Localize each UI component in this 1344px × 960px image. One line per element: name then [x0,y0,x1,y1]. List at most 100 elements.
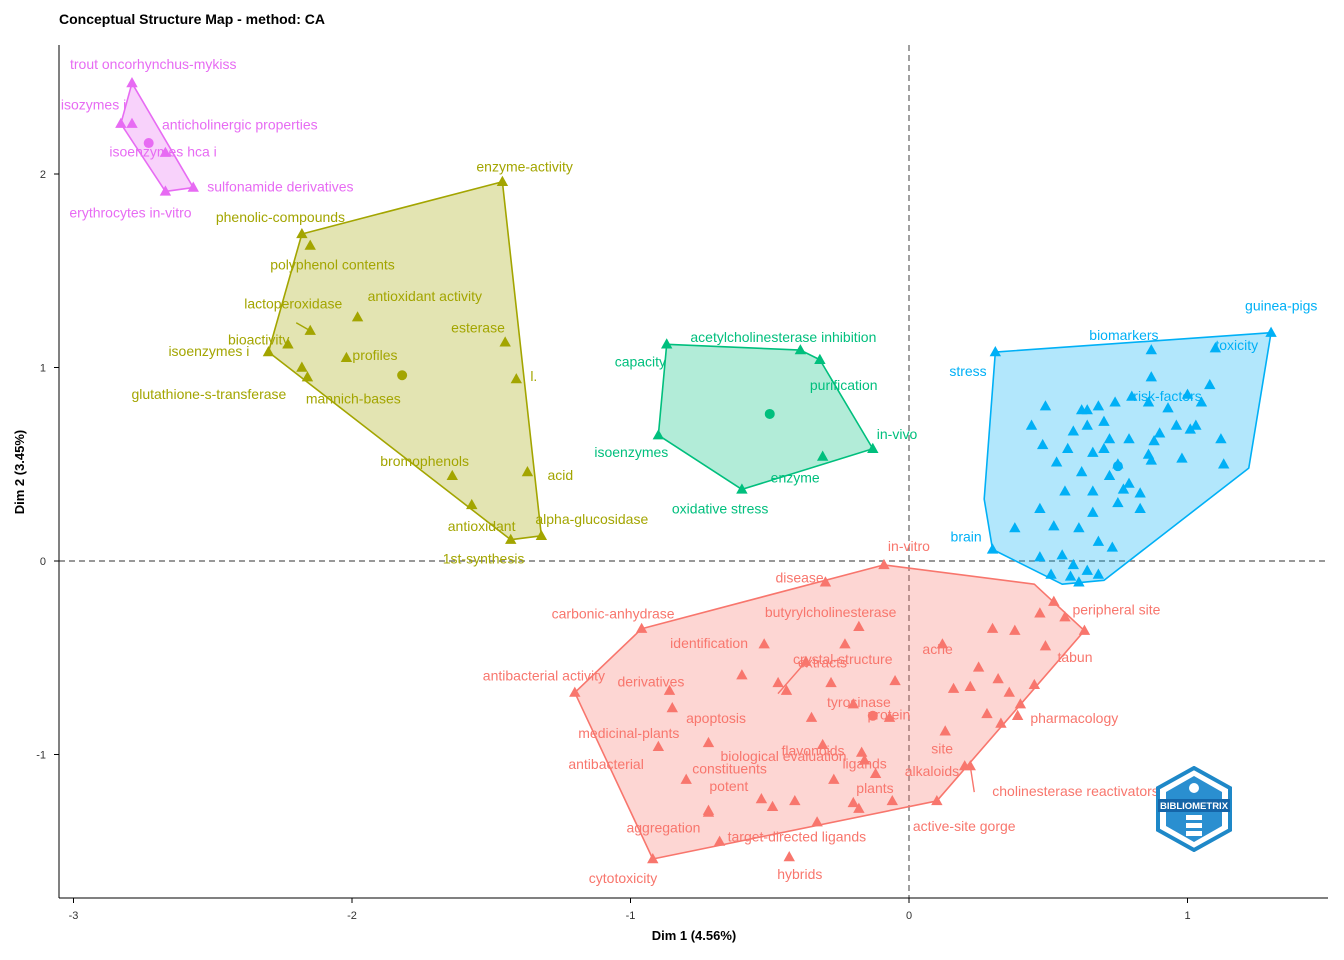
cluster-4-point [1048,520,1060,531]
cluster-1-point [736,669,748,680]
cluster-2-centroid [397,370,408,381]
cluster-1-point [986,622,999,633]
cluster-2-point [499,336,511,347]
cluster-2-label: mannich-bases [306,391,401,407]
cluster-1-point [1011,709,1024,720]
cluster-3-point [867,442,879,453]
cluster-2-point [304,324,316,335]
cluster-4-point [1190,419,1202,430]
cluster-3-label: acetylcholinesterase inhibition [690,329,876,345]
cluster-1-point [1078,624,1091,635]
cluster-3-point [661,338,673,349]
cluster-5-point [159,146,172,157]
cluster-1-point [766,800,779,811]
y-tick-label: 1 [40,363,46,375]
cluster-1-label: antibacterial [568,756,644,772]
cluster-2-point [505,533,517,544]
cluster-2-label: 1st-synthesis [443,551,525,567]
cluster-1-label: antibacterial activity [483,668,605,684]
cluster-3-label: purification [810,377,878,393]
cluster-2-hull [267,180,543,541]
cluster-2-point [282,338,294,349]
axes [58,45,1328,899]
y-tick-label: -1 [36,750,46,762]
cluster-4-point [1134,487,1146,498]
cluster-2-label: esterase [451,319,505,335]
cluster-1-label: plants [856,780,893,796]
cluster-5-centroid [143,138,154,149]
cluster-2-label: bioactivity [228,331,289,347]
cluster-1-label: target-directed ligands [728,829,867,845]
cluster-3-label: in-vivo [877,426,918,442]
cluster-1-point [1014,698,1027,709]
cluster-1-label: ache [922,641,953,657]
cluster-4-point [1045,568,1057,579]
cluster-2-label: lactoperoxidase [244,296,342,312]
cluster-3-point [816,450,829,461]
cluster-2-label: glutathione-s-transferase [131,386,286,402]
cluster-1-point [853,620,865,631]
cluster-1-label: butyrylcholinesterase [765,604,897,620]
cluster-4-point [1039,400,1052,411]
cluster-2-label: alpha-glucosidase [535,511,648,527]
cluster-1-point [964,760,976,771]
cluster-4-point [1034,551,1046,562]
cluster-1-label: site [931,740,953,756]
cluster-3-point [652,429,665,440]
cluster-1-point [869,767,882,779]
cluster-2-point [521,465,534,477]
cluster-2-label: antioxidant activity [368,288,482,304]
cluster-4-point [1081,564,1093,575]
cluster-4-point [1092,568,1105,579]
cluster-1-point [939,725,951,736]
cluster-5-point [126,77,138,88]
cluster-3-centroid [764,408,775,419]
cluster-4-point [1204,378,1216,390]
x-tick-label: -2 [347,910,357,922]
cluster-2-label: phenolic-compounds [216,209,345,225]
reference-lines [59,45,1328,898]
cluster-4-point [1073,576,1085,587]
cluster-4-point [1117,483,1130,494]
x-tick-label: 1 [1184,910,1190,922]
y-tick-label: 2 [40,169,46,181]
cluster-5-label: erythrocytes in-vitro [69,204,191,220]
cluster-1-point [853,802,865,813]
cluster-4-label: stress [949,363,986,379]
x-tick-label: -1 [626,910,636,922]
cluster-4-point [1184,423,1196,434]
cluster-1-point [972,661,985,672]
bibliometrix-logo: BIBLIOMETRIX [1156,766,1232,852]
cluster-2-leader-line [295,322,311,332]
cluster-4-point [1145,344,1157,355]
cluster-1-label: tabun [1057,649,1092,665]
cluster-3-point [736,483,748,494]
cluster-1-hull [573,564,1086,860]
cluster-1-point [847,698,859,709]
cluster-1-label: protein [868,707,911,723]
cluster-4-point [1215,433,1227,444]
cluster-1-point [647,852,659,864]
cluster-1-point [1003,686,1015,697]
cluster-4-point [1075,465,1088,477]
cluster-1-point [889,674,901,686]
cluster-1-label: flavonoids [782,743,845,759]
cluster-1-leader-line [969,766,975,793]
cluster-4-point [1123,477,1135,488]
cluster-1-point [936,638,949,649]
cluster-1-label: alkaloids [905,763,959,779]
cluster-1-label: tyrosinase [827,694,891,710]
cluster-1-point [713,835,726,846]
cluster-5-hull [120,82,195,193]
cluster-1-label: hybrids [777,866,822,882]
cluster-1-label: constituents [692,761,767,777]
cluster-2-label: acid [547,467,573,483]
cluster-1-point [839,638,851,649]
cluster-4-point [1109,396,1121,407]
cluster-5-point [115,117,127,128]
cluster-1-point [878,558,890,570]
cluster-2-point [304,239,316,250]
cluster-1-point [828,773,840,784]
cluster-1-label: derivatives [617,674,684,690]
